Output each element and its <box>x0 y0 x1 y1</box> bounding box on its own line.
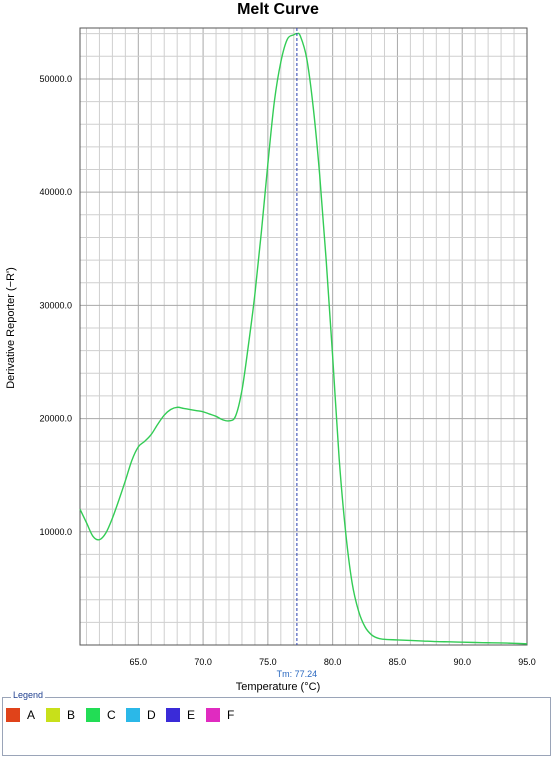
legend-item-d: D <box>126 708 157 722</box>
legend-item-e: E <box>166 708 197 722</box>
tm-label: Tm: 77.24 <box>277 669 318 679</box>
melt-curve-line <box>79 32 528 645</box>
legend-items: A B C D E F <box>6 708 246 722</box>
legend-swatch <box>6 708 20 722</box>
y-axis-label: Derivative Reporter (−R') <box>5 267 17 389</box>
plot-area-frame <box>79 27 528 646</box>
legend-swatch <box>126 708 140 722</box>
x-tick-label: 80.0 <box>324 657 342 667</box>
y-tick-label: 50000.0 <box>39 74 72 84</box>
chart-background <box>0 0 555 695</box>
chart-title: Melt Curve <box>237 1 319 18</box>
legend-swatch <box>86 708 100 722</box>
legend-item-a: A <box>6 708 37 722</box>
legend-panel: Legend A B C D E F <box>2 690 551 756</box>
legend-swatch <box>206 708 220 722</box>
x-tick-label: 65.0 <box>130 657 148 667</box>
x-tick-label: 70.0 <box>194 657 212 667</box>
legend-swatch <box>46 708 60 722</box>
x-tick-label: 75.0 <box>259 657 277 667</box>
legend-label: E <box>187 708 196 722</box>
x-tick-label: 90.0 <box>453 657 471 667</box>
legend-label: C <box>107 708 116 722</box>
legend-item-f: F <box>206 708 237 722</box>
legend-label: B <box>67 708 76 722</box>
legend-item-c: C <box>86 708 117 722</box>
melt-curve-chart: Melt Curve 65.0 70.0 75.0 80.0 85.0 90.0 95.0 1… <box>0 0 555 695</box>
x-axis-label: Temperature (°C) <box>236 681 320 693</box>
y-tick-label: 40000.0 <box>39 187 72 197</box>
legend-item-b: B <box>46 708 77 722</box>
x-tick-label: 95.0 <box>518 657 536 667</box>
legend-swatch <box>166 708 180 722</box>
y-tick-label: 20000.0 <box>39 414 72 424</box>
x-tick-label: 85.0 <box>389 657 407 667</box>
legend-label: D <box>147 708 156 722</box>
legend-label: F <box>227 708 235 722</box>
y-tick-label: 10000.0 <box>39 527 72 537</box>
y-tick-label: 30000.0 <box>39 300 72 310</box>
legend-label: A <box>27 708 36 722</box>
legend-title: Legend <box>11 690 46 700</box>
